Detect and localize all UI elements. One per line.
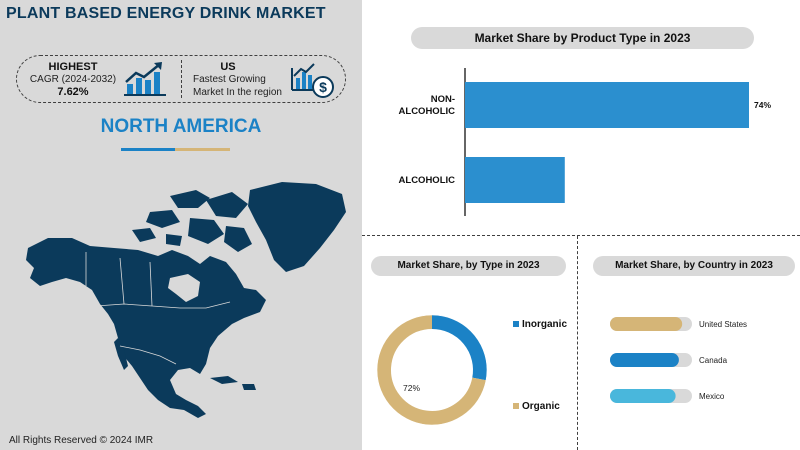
donut-data-label-organic: 72%: [403, 383, 420, 393]
country-chart-title: Market Share, by Country in 2023: [593, 256, 795, 276]
bar-non-alcoholic: [465, 82, 749, 128]
kpi-fastest-text-1: Fastest Growing: [193, 74, 266, 85]
product-type-chart-title: Market Share by Product Type in 2023: [411, 27, 754, 49]
kpi-fastest-region: US: [220, 61, 236, 73]
country-label-canada: Canada: [699, 356, 728, 365]
country-label-mexico: Mexico: [699, 392, 725, 401]
legend-swatch-organic: [513, 403, 519, 409]
country-bar-chart: United States Canada Mexico: [610, 317, 747, 403]
copyright-footer: All Rights Reserved © 2024 IMR: [9, 435, 154, 446]
kpi-box: [16, 55, 346, 103]
country-bar-canada: [610, 353, 679, 367]
region-underline-blue: [121, 148, 175, 151]
kpi-fastest-text-2: Market In the region: [193, 87, 282, 98]
section-divider-horizontal: [362, 235, 800, 236]
type-donut-chart: 72% Inorganic Organic: [376, 314, 567, 426]
donut-slice-inorganic: [431, 315, 487, 381]
section-divider-vertical: [577, 236, 578, 450]
kpi-cagr-label: CAGR (2024-2032): [29, 74, 117, 85]
donut-outline: [376, 314, 488, 426]
kpi-divider: [181, 60, 182, 98]
growth-chart-icon: [124, 62, 166, 96]
region-title: NORTH AMERICA: [100, 116, 262, 137]
region-underline-gold: [175, 148, 230, 151]
donut-slice-organic: [377, 315, 487, 425]
kpi-fastest-growing: US Fastest Growing Market In the region: [193, 61, 293, 99]
bar-label-non-alcoholic: NON-ALCOHOLIC: [399, 94, 456, 117]
svg-text:$: $: [319, 79, 327, 95]
page-title: PLANT BASED ENERGY DRINK MARKET: [6, 5, 326, 22]
bar-data-label-non-alcoholic: 74%: [754, 100, 771, 110]
type-chart-title: Market Share, by Type in 2023: [371, 256, 566, 276]
kpi-cagr-value: 7.62%: [57, 86, 89, 98]
legend-swatch-inorganic: [513, 321, 519, 327]
country-bar-mexico: [610, 389, 676, 403]
legend-label-organic: Organic: [522, 401, 560, 412]
country-label-united-states: United States: [699, 320, 747, 329]
product-type-bar-chart: NON-ALCOHOLIC 74% ALCOHOLIC: [399, 68, 771, 216]
country-bar-united-states: [610, 317, 683, 331]
dollar-growth-icon: $: [291, 63, 334, 98]
kpi-highest-label: HIGHEST: [48, 61, 98, 73]
bar-alcoholic: [465, 157, 565, 203]
north-america-map: [26, 182, 346, 418]
legend-label-inorganic: Inorganic: [522, 319, 567, 330]
bar-label-alcoholic: ALCOHOLIC: [399, 175, 456, 186]
kpi-highest-cagr: HIGHEST CAGR (2024-2032) 7.62%: [28, 61, 118, 98]
